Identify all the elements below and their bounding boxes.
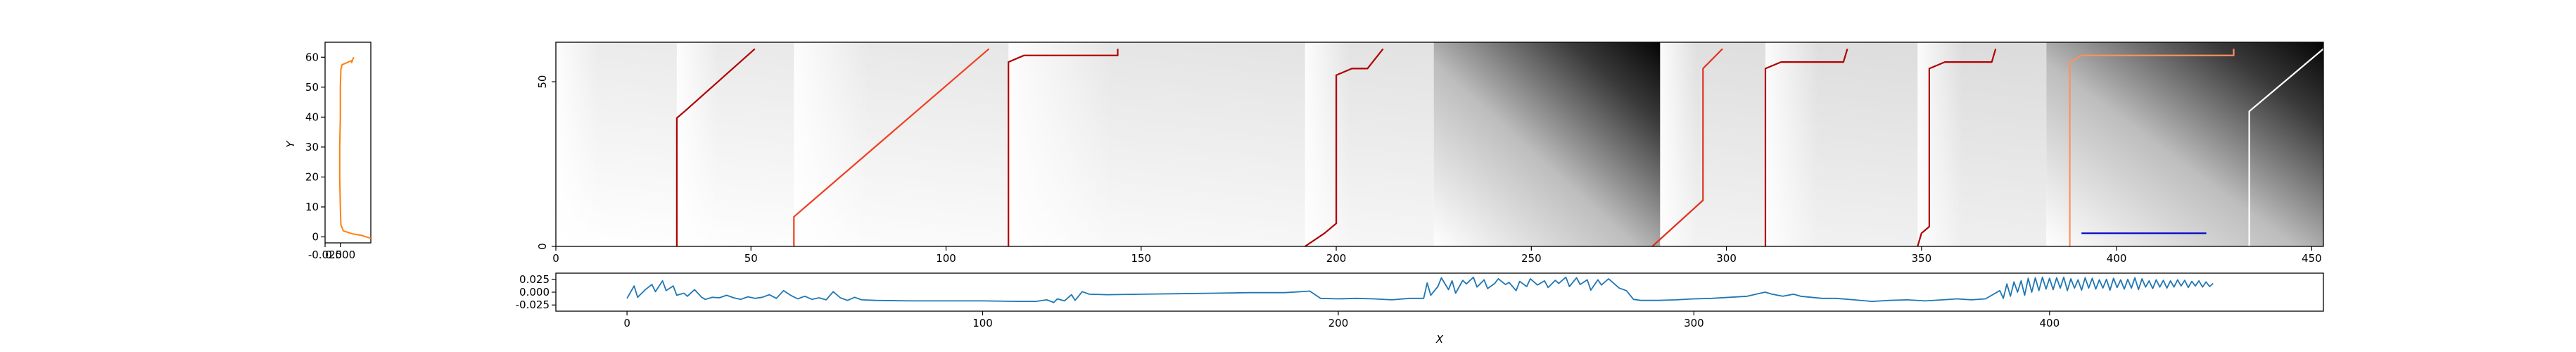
main-heatmap-panel: 0 50 100 150 200 250 300 350 400 450 0 50 [536, 42, 2324, 265]
bottom-x-tick-label: 300 [1684, 317, 1704, 329]
left-y-tick-label: 30 [305, 141, 319, 153]
main-x-tick-label: 450 [2302, 252, 2322, 265]
bottom-x-axis-label: X [1435, 333, 1444, 346]
left-y-tick-label: 10 [305, 201, 319, 213]
left-y-tick-label: 40 [305, 111, 319, 123]
heatmap-segment-shade [1765, 42, 1819, 246]
main-x-tick-label: 100 [936, 252, 956, 265]
left-y-ticks: 0 10 20 30 40 50 60 [305, 51, 325, 243]
main-y-tick-label: 50 [536, 75, 549, 89]
bottom-x-tick-label: 400 [2039, 317, 2060, 329]
left-x-tick-label: 0.000 [325, 249, 355, 261]
bottom-y-tick-label: -0.025 [516, 298, 550, 311]
main-x-tick-label: 200 [1326, 252, 1347, 265]
heatmap-segment-shade [1917, 42, 1963, 246]
left-y-tick-label: 0 [312, 230, 319, 243]
main-plot-frame [555, 42, 2324, 247]
bottom-x-ticks: 0 100 200 300 400 [623, 311, 2060, 329]
heatmap-path-2 [1008, 49, 1119, 246]
heatmap-path-3 [1305, 48, 1384, 247]
bottom-signal-line [626, 276, 2214, 303]
bottom-plot-frame [555, 272, 2324, 312]
main-x-ticks: 0 50 100 150 200 250 300 350 400 450 [552, 246, 2322, 265]
bottom-x-tick-label: 0 [623, 317, 630, 329]
left-y-tick-label: 50 [305, 81, 319, 94]
heatmap-segment-shade [676, 42, 718, 246]
main-x-tick-label: 150 [1131, 252, 1151, 265]
heatmap-background [556, 42, 2323, 246]
heatmap-segment-shade [556, 42, 599, 246]
heatmap-segment-shade [1305, 42, 1350, 246]
bottom-signal-series-0 [626, 276, 2214, 303]
main-x-tick-label: 300 [1716, 252, 1737, 265]
heatmap-path-5 [1764, 49, 1848, 246]
left-plot-frame [324, 42, 372, 244]
heatmap-dark-block [2046, 42, 2323, 246]
bottom-x-tick-label: 200 [1328, 317, 1349, 329]
heatmap-path-7 [2069, 49, 2235, 246]
bottom-x-tick-label: 100 [972, 317, 993, 329]
heatmap-segment-shade [794, 42, 870, 246]
main-x-tick-label: 0 [552, 252, 559, 265]
main-y-tick-label: 0 [536, 243, 549, 250]
heatmap-path-8 [2248, 48, 2324, 246]
left-x-tick-label: -0.025 [308, 249, 342, 261]
left-profile-lines [338, 56, 372, 239]
main-x-tick-label: 50 [744, 252, 758, 265]
heatmap-segment-shade [1660, 42, 1697, 246]
heatmap-path-4 [1651, 48, 1723, 247]
main-y-ticks: 0 50 [536, 75, 556, 250]
left-y-axis-label: Y [284, 140, 297, 148]
bottom-y-tick-label: 0.000 [519, 286, 550, 298]
left-y-tick-label: 60 [305, 51, 319, 63]
heatmap-path-0 [675, 48, 756, 246]
left-y-tick-label: 20 [305, 170, 319, 183]
bottom-y-tick-label: 0.025 [519, 273, 550, 286]
main-x-tick-label: 400 [2107, 252, 2127, 265]
heatmap-path-6 [1917, 49, 1997, 247]
heatmap-path-lines [675, 48, 2324, 247]
left-profile-series-0 [338, 56, 372, 239]
main-x-tick-label: 250 [1521, 252, 1542, 265]
heatmap-path-1 [793, 48, 990, 246]
main-x-tick-label: 350 [1912, 252, 1932, 265]
heatmap-dark-block [1433, 42, 1661, 246]
heatmap-segment-shade [1008, 42, 1112, 246]
